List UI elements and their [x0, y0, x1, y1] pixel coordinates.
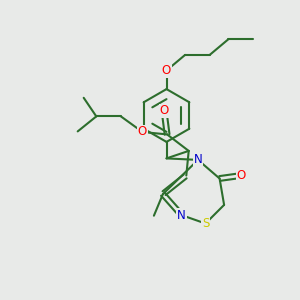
Text: S: S: [202, 217, 209, 230]
Text: O: O: [160, 104, 169, 118]
Text: N: N: [194, 153, 202, 167]
Text: O: O: [138, 125, 147, 139]
Text: O: O: [237, 169, 246, 182]
Text: N: N: [177, 208, 186, 222]
Text: O: O: [162, 64, 171, 77]
